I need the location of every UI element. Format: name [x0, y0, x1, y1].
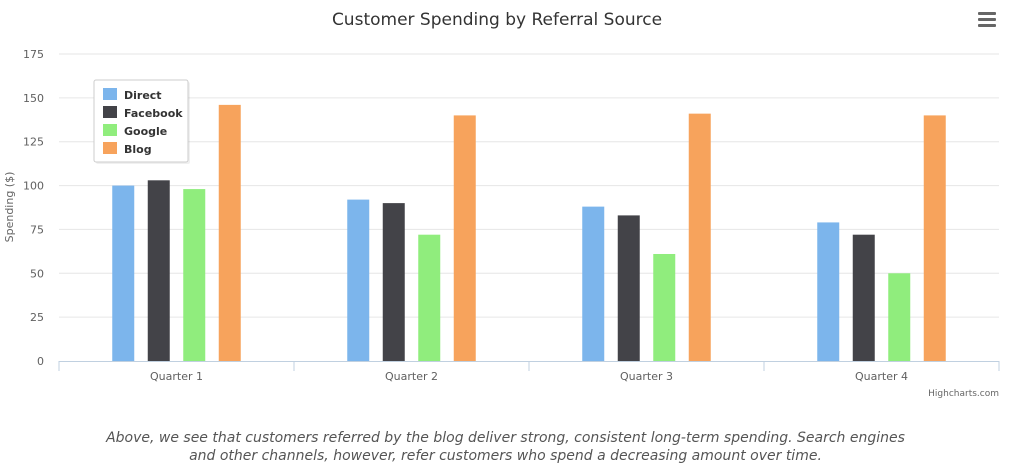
bar-blog-3[interactable]: [688, 113, 711, 361]
bar-google-4[interactable]: [888, 273, 911, 361]
y-tick-label: 75: [30, 223, 44, 236]
y-axis-tick-labels: 0 25 50 75 100 125 150 175: [23, 48, 44, 368]
x-tick-label: Quarter 2: [385, 370, 438, 383]
y-tick-label: 50: [30, 267, 44, 280]
y-tick-label: 100: [23, 180, 44, 193]
hamburger-menu-icon[interactable]: [976, 12, 998, 32]
legend-label-direct[interactable]: Direct: [124, 89, 162, 102]
legend-label-blog[interactable]: Blog: [124, 143, 152, 156]
caption-line-1: Above, we see that customers referred by…: [106, 430, 905, 446]
legend-swatch-facebook[interactable]: [103, 106, 117, 118]
credits-link[interactable]: Highcharts.com: [928, 389, 999, 399]
bar-blog-1[interactable]: [218, 104, 241, 362]
bar-google-3[interactable]: [653, 253, 676, 361]
bar-direct-4[interactable]: [817, 222, 840, 361]
legend: Direct Facebook Google Blog: [93, 79, 190, 164]
y-tick-label: 125: [23, 136, 44, 149]
bar-blog-2[interactable]: [453, 115, 476, 362]
x-tick-label: Quarter 4: [855, 370, 908, 383]
legend-box: [93, 79, 189, 163]
bar-direct-2[interactable]: [347, 199, 370, 361]
bar-facebook-3[interactable]: [617, 215, 640, 361]
y-tick-label: 150: [23, 92, 44, 105]
x-tick-label: Quarter 3: [620, 370, 673, 383]
bar-google-2[interactable]: [418, 234, 441, 361]
gridlines: [59, 53, 999, 318]
x-axis: Quarter 1 Quarter 2 Quarter 3 Quarter 4: [58, 361, 1000, 383]
bar-blog-4[interactable]: [923, 115, 946, 362]
bar-direct-1[interactable]: [112, 185, 135, 361]
bar-facebook-2[interactable]: [382, 203, 405, 361]
legend-label-facebook[interactable]: Facebook: [124, 107, 183, 120]
legend-swatch-direct[interactable]: [103, 88, 117, 100]
y-tick-label: 25: [30, 311, 44, 324]
y-tick-label: 0: [37, 355, 44, 368]
caption-line-2: and other channels, however, refer custo…: [189, 448, 822, 464]
chart-title: Customer Spending by Referral Source: [332, 10, 662, 30]
y-tick-label: 175: [23, 48, 44, 61]
x-tick-label: Quarter 1: [150, 370, 203, 383]
bar-google-1[interactable]: [183, 189, 206, 361]
legend-swatch-google[interactable]: [103, 124, 117, 136]
bar-chart: Customer Spending by Referral Source 0 25…: [3, 10, 1000, 399]
bar-facebook-4[interactable]: [852, 234, 875, 361]
y-axis-title: Spending ($): [3, 172, 16, 243]
legend-swatch-blog[interactable]: [103, 142, 117, 154]
bar-direct-3[interactable]: [582, 206, 605, 361]
legend-label-google[interactable]: Google: [124, 125, 167, 138]
bar-facebook-1[interactable]: [147, 180, 170, 361]
chart-caption: Above, we see that customers referred by…: [60, 429, 951, 465]
bar-series: [112, 104, 946, 362]
